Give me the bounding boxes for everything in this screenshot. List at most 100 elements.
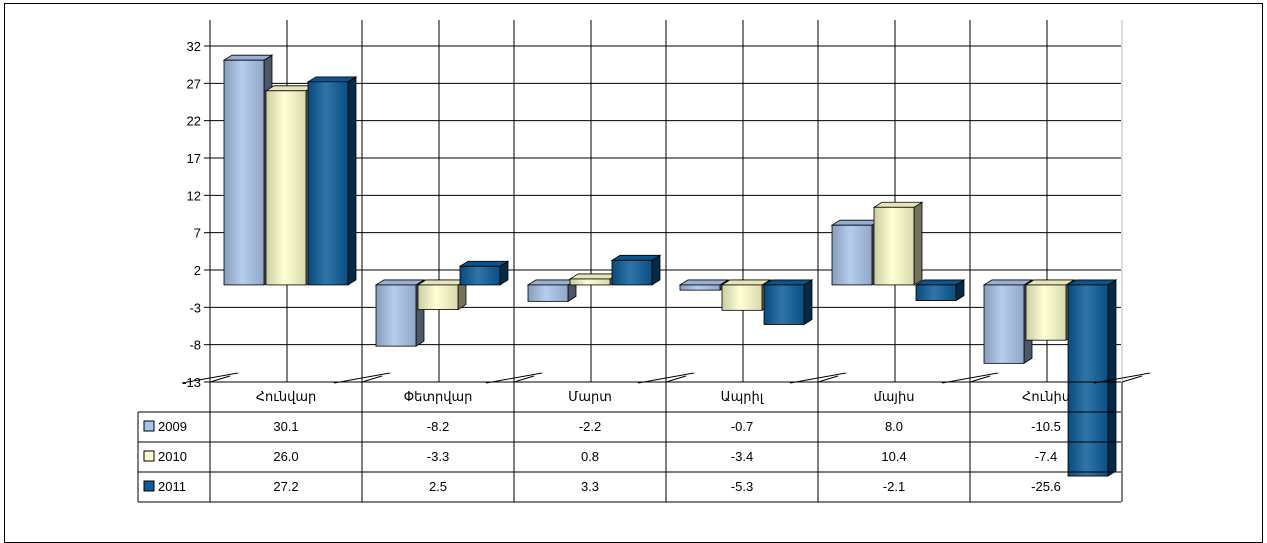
bar-2009-2	[526, 279, 578, 303]
bar-2010-0	[264, 85, 316, 286]
data-label: -25.6	[1031, 479, 1061, 494]
data-label: -3.3	[427, 449, 449, 464]
bar-2010-5	[1024, 279, 1076, 341]
bar-2011-3	[762, 279, 814, 326]
bar-front	[375, 284, 417, 347]
bar-top	[306, 76, 358, 83]
bar-top	[872, 201, 924, 208]
bar-front	[307, 81, 349, 286]
bar-front	[873, 206, 915, 286]
bar-2009-0	[222, 54, 274, 286]
bar-2011-1	[458, 260, 510, 286]
bar-front	[265, 90, 307, 286]
bar-front	[983, 284, 1025, 364]
bar-front	[679, 284, 721, 291]
y-tick-label: -13	[182, 375, 201, 390]
bar-2009-4	[830, 219, 882, 286]
legend-swatch-2011	[143, 480, 155, 492]
depth-tick	[817, 375, 839, 383]
y-tick-label: 7	[194, 226, 201, 241]
depth-tick	[637, 372, 695, 384]
bar-top	[982, 279, 1034, 286]
data-label: -7.4	[1035, 449, 1057, 464]
bar-top	[830, 219, 882, 226]
depth-tick	[1093, 372, 1151, 384]
bar-front	[1067, 284, 1109, 477]
bar-side	[803, 279, 813, 326]
bar-2010-4	[872, 201, 924, 286]
data-label: -0.7	[731, 419, 753, 434]
x-category-label: Փետրվար	[404, 390, 473, 405]
bar-top	[222, 54, 274, 61]
bar-2011-0	[306, 76, 358, 286]
bar-2010-3	[720, 279, 772, 312]
data-label: 8.0	[885, 419, 903, 434]
data-label: 26.0	[273, 449, 298, 464]
legend-swatch-2010	[143, 450, 155, 462]
x-category-label: Հունիս	[1022, 390, 1070, 405]
bar-top	[568, 273, 620, 280]
bar-top	[914, 279, 966, 286]
bar-front	[721, 284, 763, 311]
bar-2009-3	[678, 279, 730, 291]
data-label: 3.3	[581, 479, 599, 494]
x-category-label: մայիս	[874, 390, 915, 405]
data-label: 2.5	[429, 479, 447, 494]
bar-top	[762, 279, 814, 286]
bar-top	[264, 85, 316, 92]
bar-2011-4	[914, 279, 966, 302]
bar-side	[1107, 279, 1117, 477]
data-label: -5.3	[731, 479, 753, 494]
depth-tick	[969, 375, 991, 383]
bar-2010-2	[568, 273, 620, 286]
bar-side	[347, 76, 357, 286]
y-tick-label: 22	[187, 114, 201, 129]
data-label: -3.4	[731, 449, 753, 464]
y-tick-label: 17	[187, 151, 201, 166]
bar-top	[374, 279, 426, 286]
bar-top	[678, 279, 730, 286]
depth-tick	[789, 372, 847, 384]
bar-front	[527, 284, 569, 302]
bar-top	[1066, 279, 1118, 286]
y-tick-label: 2	[194, 263, 201, 278]
bar-front	[1025, 284, 1067, 341]
data-label: 0.8	[581, 449, 599, 464]
bar-side	[913, 201, 923, 286]
y-tick-label: 12	[187, 188, 201, 203]
bar-top	[1024, 279, 1076, 286]
data-label: 30.1	[273, 419, 298, 434]
bar-top	[526, 279, 578, 286]
y-tick-label: 27	[187, 76, 201, 91]
x-category-label: Հունվար	[256, 390, 317, 405]
y-tick-label: -3	[189, 300, 201, 315]
bar-top	[720, 279, 772, 286]
data-label: -8.2	[427, 419, 449, 434]
legend-label: 2009	[158, 419, 187, 434]
data-label: 27.2	[273, 479, 298, 494]
chart: 32 27 22 17 12 7 2 -3 -8 -13 Հունվար Փետրվար Մարտ Ապր…	[137, 20, 1151, 503]
y-tick-label: -8	[189, 338, 201, 353]
depth-tick	[485, 372, 543, 384]
bar-2010-1	[416, 279, 468, 311]
x-category-label: Մարտ	[568, 390, 612, 405]
x-category-label: Ապրիլ	[721, 390, 764, 405]
data-label: -2.2	[579, 419, 601, 434]
bar-top	[416, 279, 468, 286]
depth-tick	[1121, 375, 1143, 383]
depth-tick	[665, 375, 687, 383]
legend-swatch-2009	[143, 420, 155, 432]
bar-front	[459, 265, 501, 286]
legend-label: 2010	[158, 449, 187, 464]
bar-2009-5	[982, 279, 1034, 365]
bar-front	[223, 59, 265, 286]
depth-tick	[513, 375, 535, 383]
depth-tick	[361, 375, 383, 383]
bar-front	[569, 278, 611, 286]
bar-top	[610, 254, 662, 261]
bar-2009-1	[374, 279, 426, 347]
bar-top	[458, 260, 510, 267]
data-label: 10.4	[881, 449, 906, 464]
depth-tick	[209, 375, 231, 383]
data-label: -10.5	[1031, 419, 1061, 434]
